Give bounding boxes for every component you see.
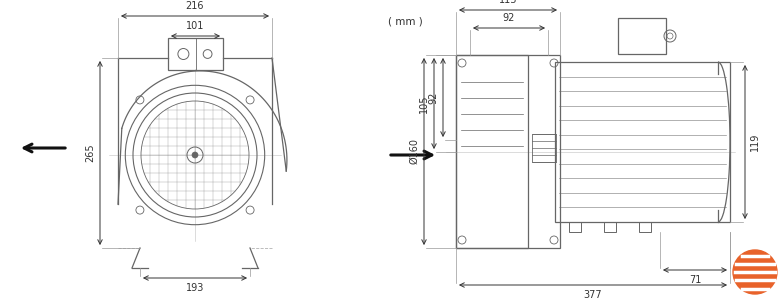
Circle shape — [192, 152, 198, 158]
Bar — [168, 38, 223, 70]
Bar — [639, 222, 651, 232]
Text: 119: 119 — [750, 133, 760, 151]
Bar — [532, 134, 556, 162]
Bar — [618, 18, 666, 54]
Text: 92: 92 — [428, 91, 438, 104]
Text: 265: 265 — [85, 144, 95, 162]
Text: 216: 216 — [186, 1, 204, 11]
Bar — [456, 55, 560, 248]
Text: 115: 115 — [498, 0, 517, 5]
Circle shape — [733, 250, 777, 294]
Text: 92: 92 — [503, 13, 515, 23]
Bar — [604, 222, 616, 232]
Text: 377: 377 — [583, 290, 602, 300]
Text: 105: 105 — [419, 94, 429, 113]
Bar — [555, 62, 730, 222]
Text: 101: 101 — [186, 21, 204, 31]
Bar — [569, 222, 581, 232]
Text: 71: 71 — [689, 275, 701, 285]
Text: 193: 193 — [186, 283, 204, 293]
Text: ( mm ): ( mm ) — [388, 17, 423, 27]
Text: Ø160: Ø160 — [409, 139, 419, 164]
Bar — [456, 55, 528, 248]
